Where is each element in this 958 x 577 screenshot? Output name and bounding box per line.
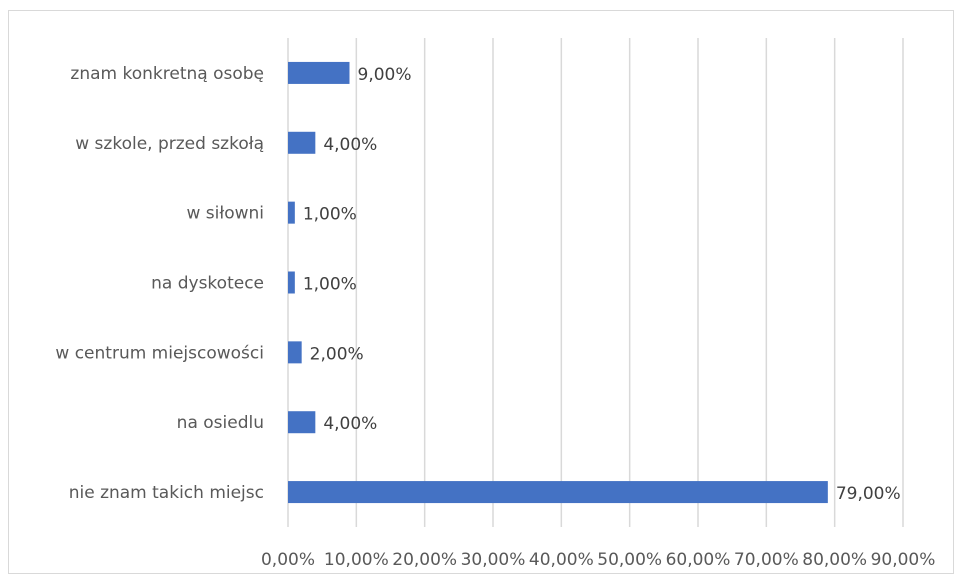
x-tick-label: 0,00% (261, 550, 315, 570)
data-label: 2,00% (310, 344, 364, 364)
data-label: 1,00% (303, 275, 357, 295)
category-labels: znam konkretną osobę w szkole, przed szko… (55, 64, 264, 503)
x-tick-label: 30,00% (461, 550, 526, 570)
x-tick-label: 20,00% (392, 550, 457, 570)
x-tick-label: 90,00% (871, 550, 936, 570)
bar (288, 271, 295, 294)
bar (288, 61, 350, 84)
bars (288, 61, 828, 504)
data-label: 9,00% (358, 65, 412, 85)
chart-frame (8, 10, 954, 574)
category-label: nie znam takich miejsc (69, 483, 264, 503)
category-label: w centrum miejscowości (55, 343, 264, 363)
category-label: na dyskotece (151, 274, 264, 294)
x-tick-label: 50,00% (597, 550, 662, 570)
data-label: 79,00% (836, 484, 901, 504)
data-label: 1,00% (303, 205, 357, 225)
data-label: 4,00% (323, 135, 377, 155)
bar (288, 131, 316, 154)
data-labels: 9,00% 4,00% 1,00% 1,00% 2,00% 4,00% 79,00% (303, 65, 901, 504)
gridlines (287, 38, 904, 527)
bar (288, 201, 295, 224)
bar (288, 411, 316, 434)
x-tick-label: 60,00% (666, 550, 731, 570)
x-tick-label: 80,00% (802, 550, 867, 570)
x-axis-ticks: 0,00% 10,00% 20,00% 30,00% 40,00% 50,00% 60,00… (261, 550, 935, 570)
category-label: znam konkretną osobę (70, 64, 264, 84)
x-tick-label: 40,00% (529, 550, 594, 570)
x-tick-label: 10,00% (324, 550, 389, 570)
data-label: 4,00% (323, 414, 377, 434)
bar (288, 341, 302, 364)
x-tick-label: 70,00% (734, 550, 799, 570)
category-label: w szkole, przed szkołą (75, 134, 264, 154)
bar (288, 481, 828, 504)
category-label: na osiedlu (177, 413, 264, 433)
category-label: w siłowni (186, 204, 264, 224)
